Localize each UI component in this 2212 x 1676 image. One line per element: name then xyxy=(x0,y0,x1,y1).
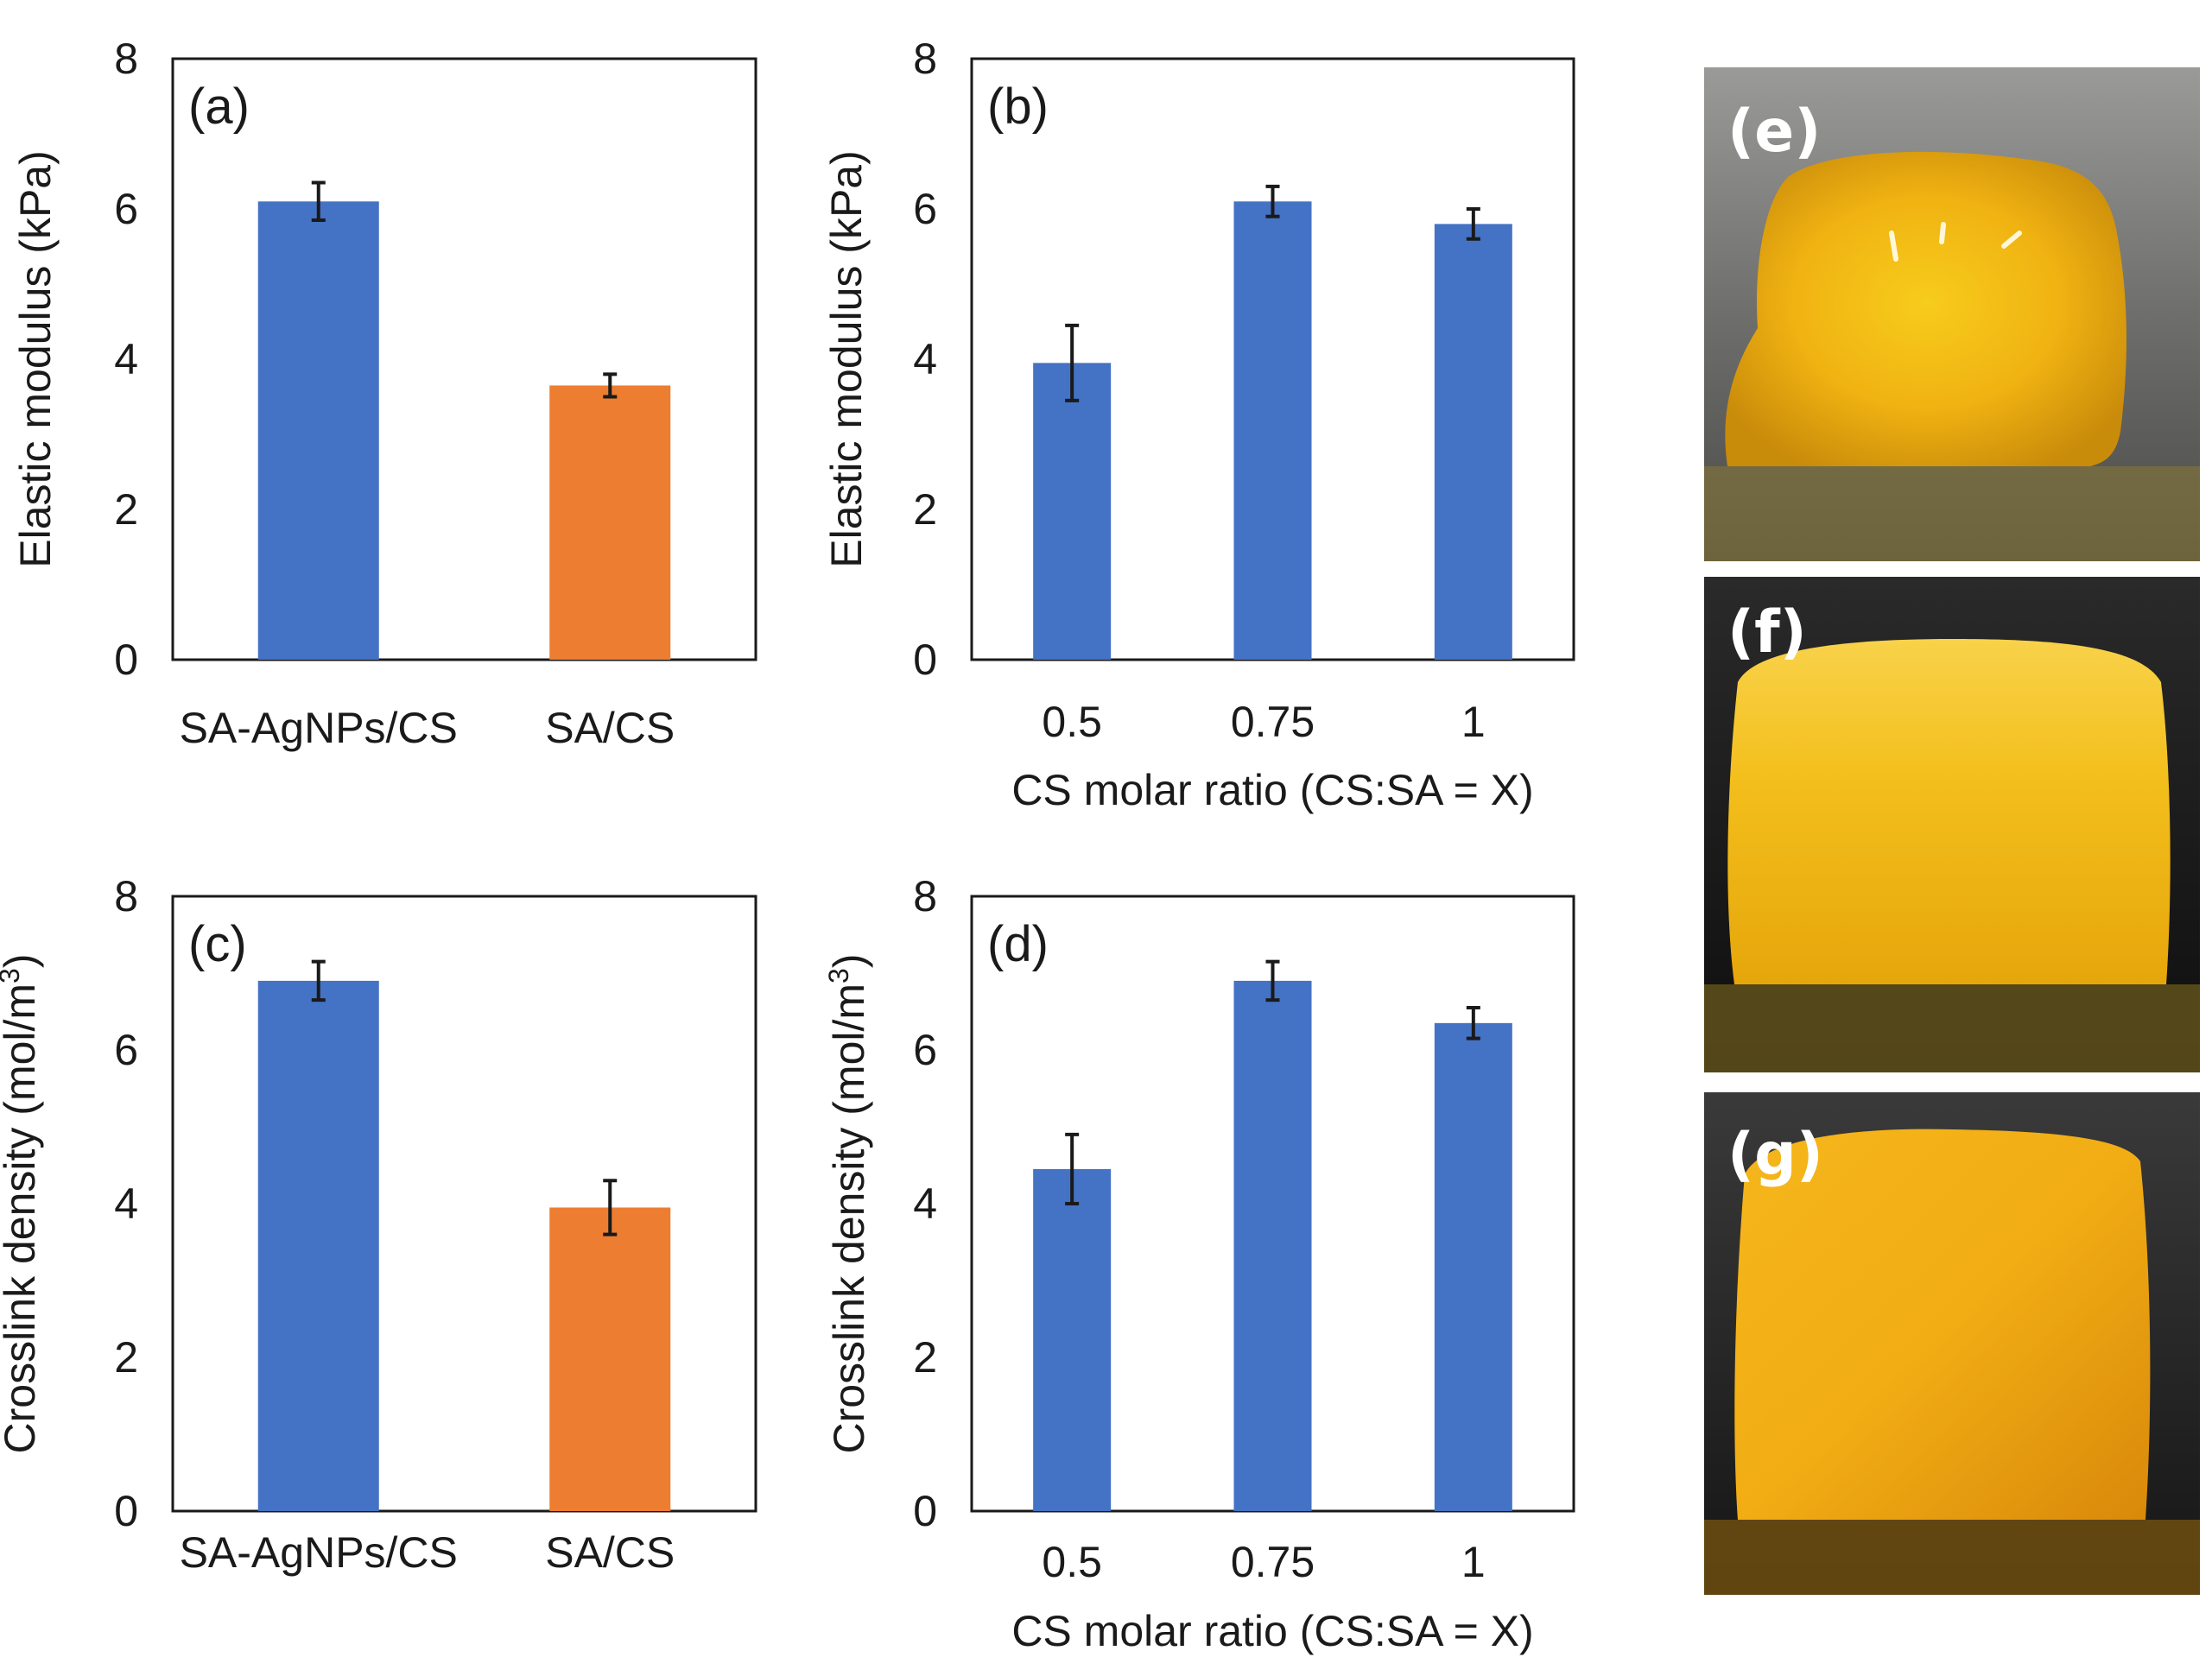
category-label-a-0: SA-AgNPs/CS xyxy=(180,704,458,752)
category-label-a-1: SA/CS xyxy=(545,704,675,752)
y-tick-label-c: 4 xyxy=(114,1180,138,1228)
photo-g-hydrogel xyxy=(1734,1129,2151,1520)
bar-c-0 xyxy=(257,980,379,1511)
panel-label-b: (b) xyxy=(987,79,1049,135)
y-tick-label-d: 2 xyxy=(913,1333,937,1382)
y-tick-label-d: 6 xyxy=(913,1026,937,1074)
bar-d-2 xyxy=(1434,1022,1512,1511)
category-label-d-1: 0.75 xyxy=(1231,1538,1315,1586)
y-tick-label-b: 4 xyxy=(913,335,937,383)
bar-d-0 xyxy=(1033,1168,1112,1511)
bar-a-0 xyxy=(257,201,379,661)
y-tick-label-a: 2 xyxy=(114,485,138,534)
panel-label-a: (a) xyxy=(188,79,250,135)
category-label-d-2: 1 xyxy=(1461,1538,1486,1586)
y-tick-label-b: 6 xyxy=(913,185,937,233)
plot-area-a xyxy=(171,57,757,661)
category-label-b-1: 0.75 xyxy=(1231,698,1315,746)
y-tick-label-d: 0 xyxy=(913,1487,937,1535)
photo-f-reflection xyxy=(1704,984,2200,1072)
photo-panel-g: (g) xyxy=(1704,1092,2200,1595)
photo-f-label: (f) xyxy=(1727,598,1807,667)
y-axis-label-b: Elastic modulus (kPa) xyxy=(822,150,871,568)
photo-e-highlight xyxy=(1889,222,2022,262)
plot-area-c xyxy=(171,895,757,1513)
photo-panel-f: (f) xyxy=(1704,577,2200,1072)
bar-b-0 xyxy=(1033,363,1112,660)
y-tick-label-c: 0 xyxy=(114,1487,138,1535)
y-tick-label-b: 2 xyxy=(913,485,937,534)
category-label-c-0: SA-AgNPs/CS xyxy=(180,1528,458,1577)
chart-panel-b: 0 2 4 6 8 0.5 0.75 1 (b) CS molar ratio (CS:SA = … xyxy=(822,35,1575,814)
y-axis-label-end-c: ) xyxy=(0,953,44,968)
chart-panel-d: 0 2 4 6 8 0.5 0.75 1 (d) CS molar ratio (CS:SA = … xyxy=(823,872,1575,1655)
bar-c-1 xyxy=(549,1207,671,1511)
panel-label-c: (c) xyxy=(188,916,247,972)
y-tick-label-a: 6 xyxy=(114,185,138,233)
y-tick-label-a: 4 xyxy=(114,335,138,383)
y-tick-label-d: 4 xyxy=(913,1180,937,1228)
panel-label-d: (d) xyxy=(987,916,1049,972)
photo-e-reflection xyxy=(1704,466,2200,561)
chart-panel-c: 0 2 4 6 8 SA-AgNPs/CS SA/CS (c) Crosslink densit… xyxy=(0,872,757,1577)
y-axis-label-a: Elastic modulus (kPa) xyxy=(11,150,60,568)
photo-g-label: (g) xyxy=(1727,1121,1823,1189)
y-tick-label-c: 8 xyxy=(114,872,138,920)
y-axis-label-superscript-c: 3 xyxy=(0,968,25,983)
photo-panel-e: (e) xyxy=(1704,67,2200,561)
bar-b-2 xyxy=(1434,224,1512,660)
category-label-b-2: 1 xyxy=(1461,698,1486,746)
bar-d-1 xyxy=(1233,980,1312,1511)
photo-f-hydrogel xyxy=(1727,639,2171,984)
y-tick-label-c: 6 xyxy=(114,1026,138,1074)
x-axis-label-d: CS molar ratio (CS:SA = X) xyxy=(1011,1607,1533,1655)
category-label-b-0: 0.5 xyxy=(1042,698,1102,746)
y-axis-label-superscript-d: 3 xyxy=(823,968,854,983)
bar-a-1 xyxy=(549,385,671,660)
y-tick-label-c: 2 xyxy=(114,1333,138,1382)
y-tick-label-b: 0 xyxy=(913,636,937,684)
y-tick-label-d: 8 xyxy=(913,872,937,920)
y-axis-label-end-d: ) xyxy=(825,953,873,968)
category-label-d-0: 0.5 xyxy=(1042,1538,1102,1586)
y-axis-label-text-d: Crosslink density (mol/m xyxy=(825,983,873,1454)
photo-e-label: (e) xyxy=(1727,98,1821,166)
y-axis-label-text-c: Crosslink density (mol/m xyxy=(0,983,44,1454)
y-axis-label-c: Crosslink density (mol/m3) xyxy=(0,953,44,1453)
y-tick-label-a: 8 xyxy=(114,35,138,83)
y-tick-label-a: 0 xyxy=(114,636,138,684)
y-tick-label-b: 8 xyxy=(913,35,937,83)
x-axis-label-b: CS molar ratio (CS:SA = X) xyxy=(1011,766,1533,814)
bar-b-1 xyxy=(1233,201,1312,661)
photo-g-reflection xyxy=(1704,1520,2200,1595)
y-axis-label-d: Crosslink density (mol/m3) xyxy=(823,953,873,1453)
category-label-c-1: SA/CS xyxy=(545,1528,675,1577)
chart-panel-a: 0 2 4 6 8 SA-AgNPs/CS SA/CS (a) Elastic modulus … xyxy=(11,35,757,752)
photo-e-hydrogel xyxy=(1725,151,2126,466)
